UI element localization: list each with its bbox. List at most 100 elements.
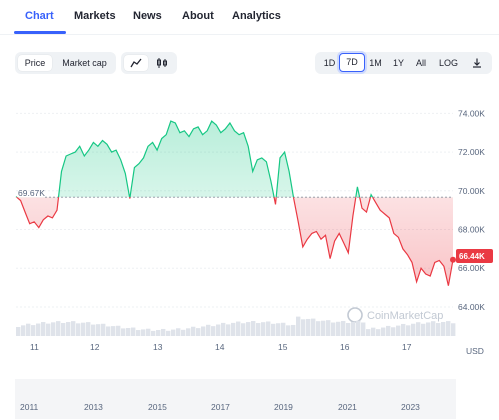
volume-bar [96, 324, 101, 336]
volume-bar [406, 325, 411, 336]
time-range-selector: 1D 7D 1M 1Y All LOG [315, 52, 492, 74]
volume-bar [291, 324, 296, 336]
volume-bar [151, 330, 156, 336]
volume-bar [186, 328, 191, 336]
volume-bar [396, 325, 401, 336]
navigator-tick-label: 2019 [274, 402, 293, 412]
volume-bar [376, 329, 381, 336]
price-button[interactable]: Price [18, 55, 52, 71]
tab-news[interactable]: News [133, 10, 162, 22]
volume-bar [126, 328, 131, 336]
volume-bar [381, 327, 386, 336]
tab-about[interactable]: About [182, 10, 214, 22]
watermark: CoinMarketCap [347, 307, 443, 323]
volume-bar [36, 323, 41, 336]
volume-bar [271, 323, 276, 336]
x-tick-label: 16 [340, 342, 350, 352]
top-tab-bar: Chart Markets News About Analytics [0, 0, 499, 35]
volume-bar [91, 324, 96, 336]
volume-bars [16, 316, 456, 336]
range-7d-button[interactable]: 7D [339, 53, 365, 72]
volume-bar [241, 323, 246, 336]
volume-bar [441, 322, 446, 336]
log-scale-button[interactable]: LOG [438, 58, 458, 68]
volume-bar [401, 323, 406, 336]
volume-bar [176, 328, 181, 336]
range-all-button[interactable]: All [415, 58, 426, 68]
volume-bar [326, 320, 331, 336]
tab-analytics[interactable]: Analytics [232, 10, 281, 22]
y-tick-label: 68.00K [458, 225, 485, 235]
volume-bar [316, 321, 321, 336]
volume-bar [171, 329, 176, 336]
volume-bar [81, 322, 86, 336]
volume-bar [301, 319, 306, 336]
volume-bar [391, 327, 396, 336]
volume-bar [26, 323, 31, 336]
download-button[interactable] [467, 55, 487, 71]
x-tick-label: 12 [90, 342, 100, 352]
volume-bar [296, 316, 301, 336]
navigator-tick-label: 2013 [84, 402, 103, 412]
chart-toolbar: Price Market cap 1D 7D 1M 1Y All LOG [0, 52, 499, 74]
volume-bar [111, 326, 116, 336]
navigator-tick-label: 2023 [401, 402, 420, 412]
volume-bar [221, 322, 226, 336]
volume-bar [276, 323, 281, 336]
volume-bar [101, 323, 106, 336]
volume-bar [436, 323, 441, 336]
line-chart-icon [130, 58, 142, 68]
volume-bar [76, 323, 81, 336]
volume-bar [371, 327, 376, 336]
x-tick-label: 11 [30, 342, 39, 352]
navigator-tick-label: 2021 [338, 402, 357, 412]
volume-bar [356, 320, 361, 336]
tab-markets[interactable]: Markets [74, 10, 116, 22]
x-axis: 11 12 13 14 15 16 17 [30, 342, 412, 352]
range-1y-button[interactable]: 1Y [392, 58, 404, 68]
volume-bar [431, 321, 436, 336]
last-price-dot [450, 256, 456, 263]
y-tick-label: 64.00K [458, 302, 485, 312]
tab-chart[interactable]: Chart [25, 10, 54, 22]
navigator-tick-label: 2017 [211, 402, 230, 412]
volume-bar [286, 325, 291, 336]
volume-bar [61, 323, 66, 336]
volume-bar [366, 329, 371, 336]
chart-gridlines [16, 112, 453, 308]
x-tick-label: 13 [153, 342, 163, 352]
volume-bar [266, 321, 271, 336]
price-chart[interactable]: CoinMarketCap 74.00K 72.00K 70.00K 68.00K 66… [0, 88, 499, 420]
volume-bar [166, 330, 171, 336]
line-chart-button[interactable] [124, 55, 148, 71]
volume-bar [246, 322, 251, 336]
range-1m-button[interactable]: 1M [369, 58, 382, 68]
volume-bar [421, 323, 426, 336]
active-tab-indicator [14, 31, 66, 34]
last-price-label: 66.44K [459, 252, 485, 261]
volume-bar [311, 318, 316, 336]
download-icon [473, 58, 481, 68]
volume-bar [131, 327, 136, 336]
volume-bar [31, 325, 36, 336]
volume-bar [56, 321, 61, 336]
volume-bar [226, 324, 231, 336]
volume-bar [46, 323, 51, 336]
candlestick-button[interactable] [150, 55, 174, 71]
volume-bar [161, 328, 166, 336]
market-cap-button[interactable]: Market cap [62, 58, 107, 68]
navigator-tick-label: 2015 [148, 402, 167, 412]
volume-bar [446, 321, 451, 336]
volume-bar [231, 322, 236, 336]
range-navigator[interactable] [15, 379, 456, 419]
range-1d-button[interactable]: 1D [323, 58, 336, 68]
chart-style-toggle [121, 52, 177, 74]
y-tick-label: 66.00K [458, 263, 485, 273]
volume-bar [306, 318, 311, 336]
volume-bar [261, 322, 266, 336]
volume-bar [86, 322, 91, 336]
volume-bar [191, 326, 196, 336]
volume-bar [386, 325, 391, 336]
volume-bar [141, 329, 146, 336]
x-tick-label: 14 [215, 342, 225, 352]
